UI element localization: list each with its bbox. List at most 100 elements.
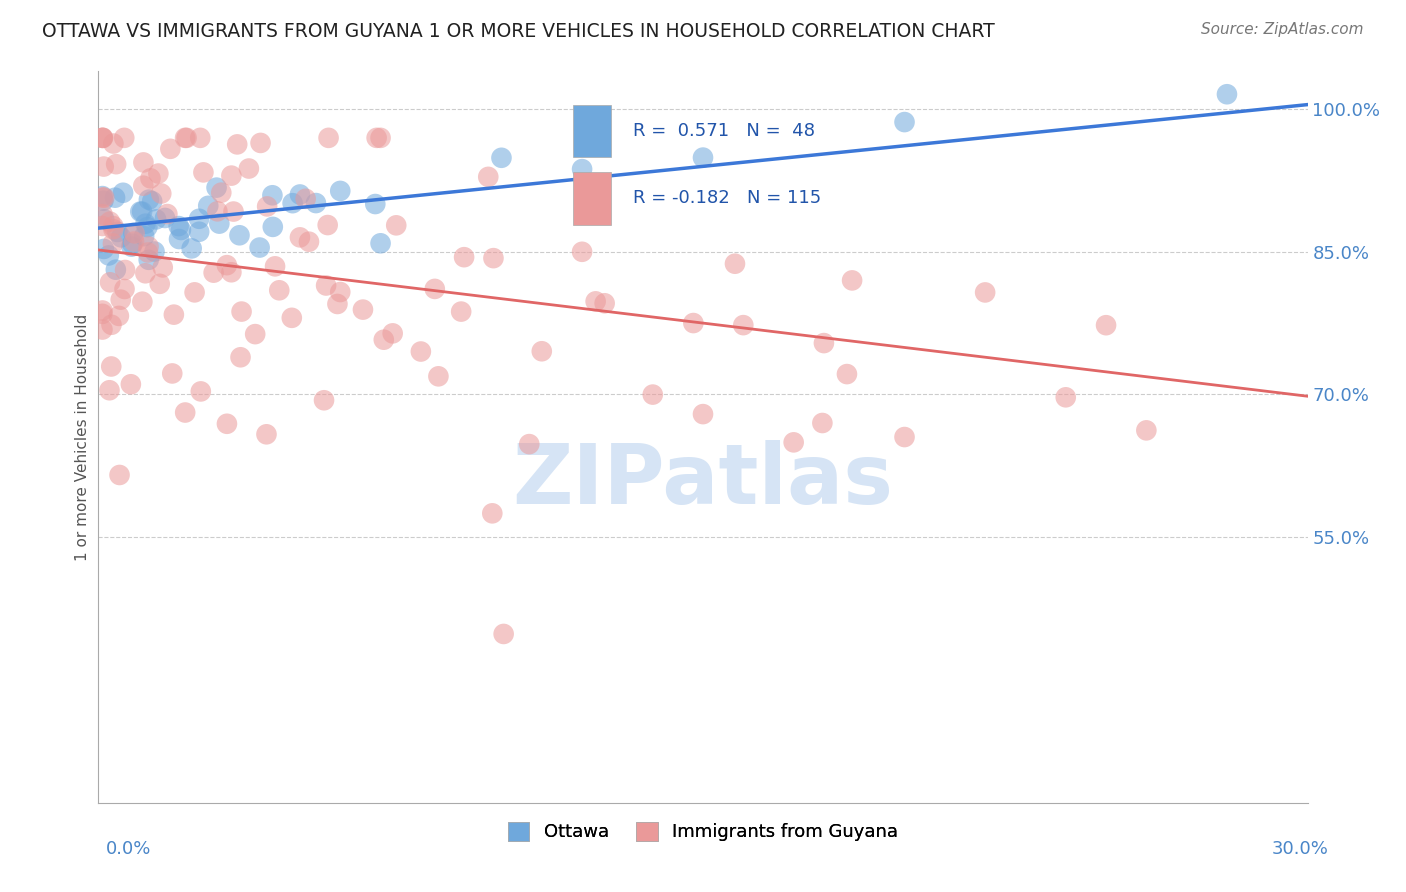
Point (93, 160, 115, 174)
Point (91, 131, 114, 145)
Point (202, 266, 225, 280)
Point (207, 204, 229, 219)
Point (180, 241, 202, 255)
Point (131, 204, 153, 219)
Point (315, 278, 337, 293)
Point (571, 244, 593, 259)
Point (294, 192, 316, 206)
Point (159, 142, 181, 156)
Text: OTTAWA VS IMMIGRANTS FROM GUYANA 1 OR MORE VEHICLES IN HOUSEHOLD CORRELATION CHA: OTTAWA VS IMMIGRANTS FROM GUYANA 1 OR MO… (42, 22, 995, 41)
Point (143, 244, 166, 259)
Point (150, 186, 173, 201)
Point (93, 191, 115, 205)
Legend: Ottawa, Immigrants from Guyana: Ottawa, Immigrants from Guyana (501, 814, 905, 848)
Point (131, 294, 153, 309)
Point (152, 260, 174, 275)
Point (91, 219, 114, 233)
Point (110, 293, 132, 307)
Point (103, 136, 125, 151)
Point (385, 219, 408, 233)
Point (136, 220, 159, 235)
Point (256, 199, 278, 213)
Point (91, 189, 114, 203)
Point (98, 214, 121, 228)
Point (193, 165, 215, 179)
Point (91, 131, 114, 145)
Point (174, 405, 197, 419)
Point (167, 232, 190, 246)
Point (91, 190, 114, 204)
Point (167, 219, 190, 233)
Point (221, 265, 243, 279)
Point (134, 217, 156, 231)
Point (104, 262, 127, 277)
Point (281, 310, 304, 325)
Point (231, 304, 253, 318)
Point (813, 336, 835, 351)
Point (110, 230, 132, 244)
Point (288, 187, 311, 202)
Point (835, 367, 858, 381)
Point (453, 250, 475, 264)
Point (249, 136, 271, 150)
Point (249, 241, 271, 255)
Point (183, 285, 205, 300)
Point (482, 251, 505, 265)
Point (724, 257, 747, 271)
Point (103, 222, 125, 236)
Point (156, 207, 179, 221)
Point (381, 326, 404, 341)
Point (262, 219, 284, 234)
Point (481, 506, 503, 520)
Point (93, 194, 115, 208)
Point (329, 285, 352, 299)
Point (841, 273, 863, 287)
Point (893, 430, 915, 444)
Point (149, 277, 172, 291)
Point (974, 285, 997, 300)
Point (329, 184, 352, 198)
Point (312, 393, 335, 408)
Point (692, 151, 714, 165)
Point (491, 151, 513, 165)
Point (373, 333, 395, 347)
Point (352, 302, 374, 317)
Point (477, 169, 499, 184)
Text: ZIPatlas: ZIPatlas (513, 441, 893, 522)
Point (243, 327, 266, 342)
Point (188, 225, 211, 239)
Point (138, 193, 160, 207)
Point (692, 407, 714, 421)
Point (221, 169, 243, 183)
Point (1135, 423, 1157, 437)
Point (121, 240, 143, 254)
Point (264, 260, 287, 274)
Point (733, 318, 755, 333)
Point (176, 131, 198, 145)
Point (134, 229, 156, 244)
Point (409, 344, 432, 359)
Point (1216, 87, 1239, 102)
Point (215, 417, 238, 431)
Point (366, 131, 388, 145)
Point (262, 188, 284, 202)
Point (530, 344, 553, 359)
Point (97, 248, 120, 262)
Point (427, 369, 450, 384)
Point (91, 131, 114, 145)
Point (101, 236, 124, 251)
Point (139, 171, 162, 186)
Point (112, 131, 135, 145)
Point (215, 258, 238, 272)
Point (811, 416, 834, 430)
Point (423, 282, 446, 296)
Point (145, 212, 167, 227)
Point (136, 245, 159, 260)
Point (122, 235, 145, 249)
Point (222, 204, 245, 219)
Point (370, 131, 392, 145)
Point (134, 266, 156, 280)
Point (326, 297, 349, 311)
Point (91, 303, 114, 318)
Point (153, 211, 176, 225)
